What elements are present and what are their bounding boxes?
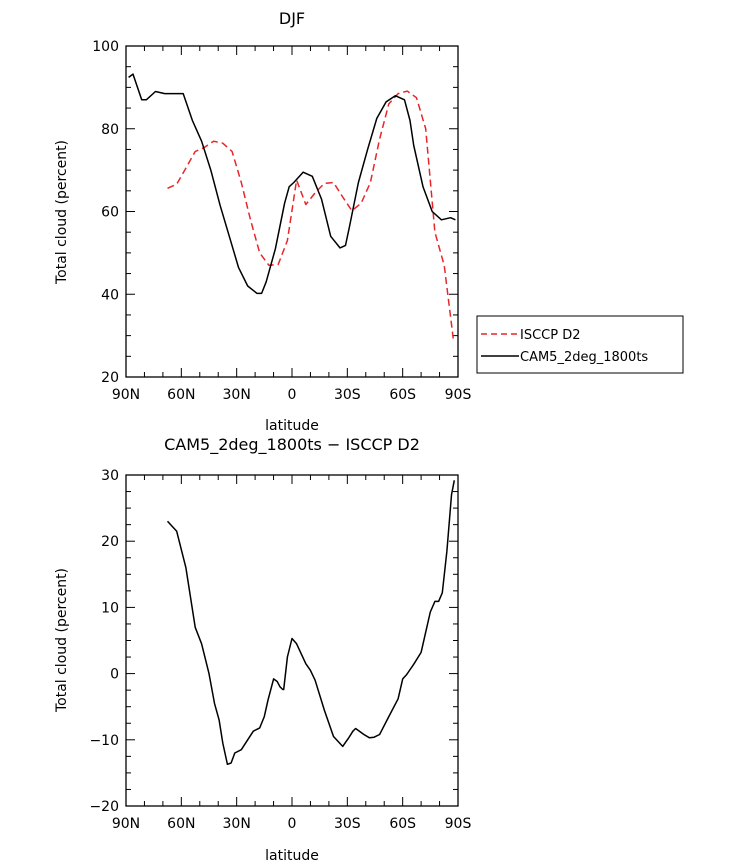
- y-tick-label: −20: [89, 799, 119, 815]
- chart-title-difference: CAM5_2deg_1800ts − ISCCP D2: [164, 435, 420, 455]
- panel-djf: DJF Total cloud (percent) latitude 90N 60…: [54, 9, 684, 434]
- x-tick-label: 90N: [112, 816, 140, 832]
- y-tick-label: 40: [101, 287, 119, 303]
- ticks-bottom: 90N 60N 30N 0 30S 60S 90S −20 −10 0 10 20 30: [89, 468, 471, 832]
- x-tick-label: 30S: [334, 816, 361, 832]
- x-tick-label: 0: [288, 816, 297, 832]
- series-line-bottom-0: [166, 480, 456, 766]
- y-axis-label-bottom: Total cloud (percent): [54, 568, 70, 713]
- plot-frame-top: [125, 45, 459, 378]
- x-tick-label: 60S: [389, 816, 416, 832]
- chart-title-djf: DJF: [279, 9, 305, 28]
- legend-box: [476, 315, 684, 374]
- series-line-top-1: [128, 73, 456, 295]
- x-axis-label-bottom: latitude: [265, 848, 319, 864]
- legend-label-cam5: CAM5_2deg_1800ts: [520, 350, 648, 365]
- x-axis-label-top: latitude: [265, 418, 319, 434]
- x-tick-label: 90S: [445, 387, 472, 403]
- y-tick-label: 30: [101, 468, 119, 484]
- y-tick-label: 100: [92, 39, 119, 55]
- legend-label-isccp: ISCCP D2: [520, 328, 581, 343]
- plot-frame-bottom: [125, 474, 459, 807]
- x-tick-label: 60S: [389, 387, 416, 403]
- panel-difference: CAM5_2deg_1800ts − ISCCP D2 Total cloud …: [54, 435, 471, 864]
- y-axis-label-top: Total cloud (percent): [54, 140, 70, 285]
- x-tick-label: 30S: [334, 387, 361, 403]
- x-tick-label: 60N: [167, 387, 195, 403]
- series-line-top-0: [167, 90, 455, 340]
- y-tick-label: 80: [101, 122, 119, 138]
- series-bottom: [166, 480, 456, 766]
- x-tick-label: 90S: [445, 816, 472, 832]
- legend: ISCCP D2 CAM5_2deg_1800ts: [476, 315, 684, 374]
- ticks-top: 90N 60N 30N 0 30S 60S 90S 20 40 60 80 100: [92, 39, 471, 403]
- y-tick-label: 60: [101, 205, 119, 221]
- x-tick-label: 30N: [223, 816, 251, 832]
- x-tick-label: 60N: [167, 816, 195, 832]
- x-tick-label: 30N: [223, 387, 251, 403]
- series-top: [128, 73, 456, 340]
- y-tick-label: 20: [101, 370, 119, 386]
- y-tick-label: 0: [110, 667, 119, 683]
- y-tick-label: 20: [101, 534, 119, 550]
- x-tick-label: 0: [288, 387, 297, 403]
- y-tick-label: −10: [89, 733, 119, 749]
- y-tick-label: 10: [101, 600, 119, 616]
- x-tick-label: 90N: [112, 387, 140, 403]
